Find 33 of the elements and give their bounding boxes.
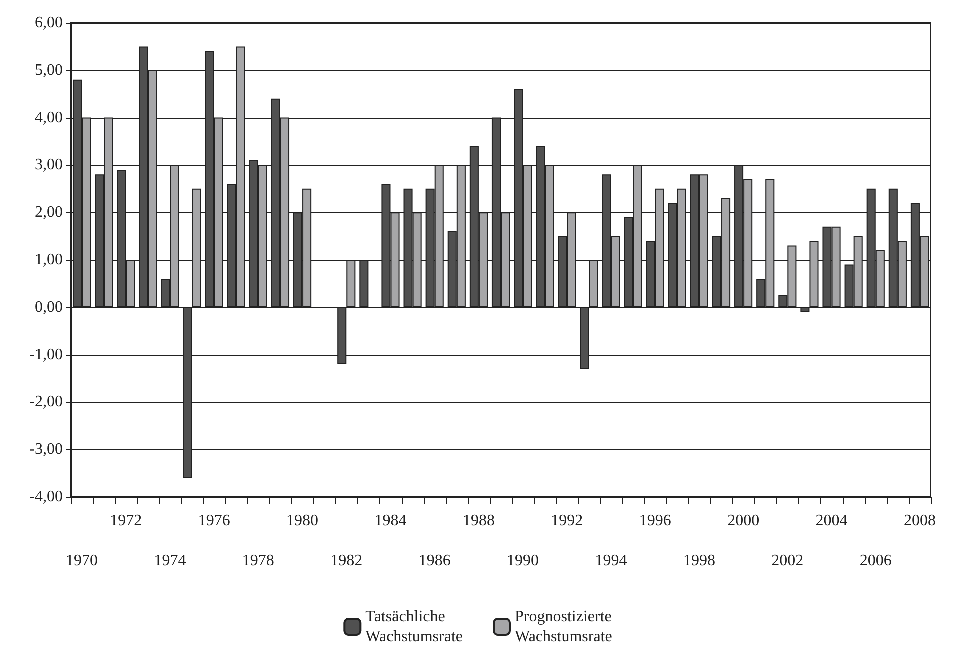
y-tick-label: -3,00 (30, 441, 63, 458)
x-tick-label: 2008 (904, 512, 936, 530)
x-tick-label: 2006 (860, 552, 892, 570)
x-tick-label: 1972 (110, 512, 142, 530)
y-tick-label: -1,00 (30, 346, 63, 364)
x-tick-label: 1978 (242, 552, 274, 570)
x-tick-label: 1986 (418, 552, 451, 570)
y-tick-label: 3,00 (35, 156, 63, 174)
y-tick-label: 5,00 (35, 62, 63, 79)
x-tick-label: 1980 (286, 512, 319, 530)
x-tick-label: 1982 (330, 552, 363, 570)
x-tick-label: 1976 (198, 512, 230, 530)
x-tick-label: 1990 (507, 552, 540, 570)
x-tick-label: 1996 (639, 512, 672, 530)
legend-label: Prognostizierte Wachstumsrate (515, 608, 612, 646)
y-tick-label: 2,00 (35, 204, 63, 222)
x-tick-label: 2002 (772, 552, 804, 570)
y-tick-label: -4,00 (30, 488, 63, 506)
y-tick-label: 0,00 (35, 298, 63, 316)
y-tick-label: -2,00 (30, 394, 63, 411)
y-tick-label: 1,00 (35, 252, 63, 268)
x-tick-label: 1984 (374, 512, 407, 530)
x-tick-label: 2004 (816, 512, 848, 530)
x-tick-label: 1998 (683, 552, 716, 570)
y-tick-label: 4,00 (35, 109, 63, 126)
x-tick-label: 1992 (551, 512, 584, 530)
legend-label: Tatsächliche Wachstumsrate (366, 608, 463, 646)
x-tick-label: 2000 (728, 512, 760, 530)
x-tick-label: 1994 (595, 552, 628, 570)
x-tick-label: 1974 (154, 552, 186, 570)
x-tick-label: 1988 (462, 512, 495, 530)
y-tick-label: 6,00 (35, 14, 63, 32)
x-tick-label: 1970 (66, 552, 98, 570)
